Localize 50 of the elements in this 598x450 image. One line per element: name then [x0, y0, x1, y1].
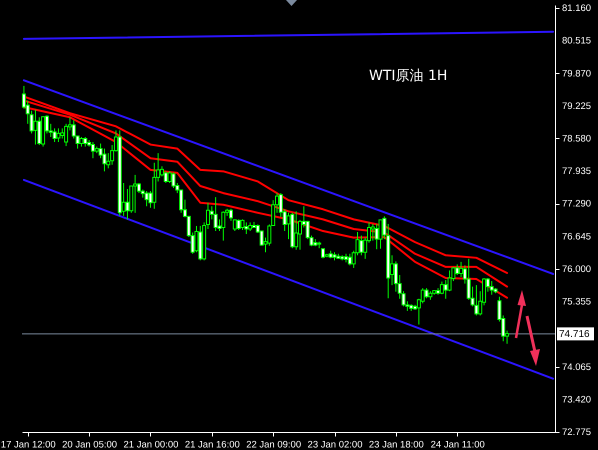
candlestick — [90, 142, 95, 159]
candlestick — [133, 174, 138, 214]
candlestick — [424, 288, 429, 299]
y-tick-label: 73.420 — [562, 394, 592, 406]
y-tick-label: 76.645 — [562, 231, 592, 242]
x-tick-label: 22 Jan 09:00 — [246, 440, 302, 450]
candlestick — [444, 280, 448, 300]
x-tick-label: 20 Jan 05:00 — [62, 440, 118, 450]
candlestick — [240, 218, 244, 231]
candlestick — [236, 218, 241, 231]
candlestick — [171, 172, 176, 189]
x-tick-label: 24 Jan 11:00 — [430, 440, 485, 450]
x-tick-label: 17 Jan 12:00 — [0, 440, 56, 450]
y-tick-label: 77.935 — [562, 166, 592, 178]
candlestick — [214, 196, 218, 232]
x-tick-label: 21 Jan 00:00 — [123, 440, 178, 450]
y-tick-label: 76.000 — [562, 264, 592, 275]
y-tick-label: 78.580 — [562, 133, 592, 144]
candlestick — [221, 210, 226, 242]
candlestick — [455, 264, 460, 276]
candlestick — [440, 281, 444, 295]
candlestick — [144, 190, 149, 207]
y-tick-label: 74.065 — [562, 362, 592, 373]
candlestick — [83, 136, 88, 148]
candlestick — [321, 248, 326, 259]
y-tick-label: 81.160 — [562, 3, 592, 14]
y-tick-label: 79.225 — [562, 100, 592, 112]
candlestick — [79, 136, 84, 148]
candlestick — [125, 188, 130, 220]
candlestick — [294, 210, 298, 250]
text: WTI原油 1H — [369, 68, 448, 84]
x-tick-label: 23 Jan 02:00 — [308, 440, 362, 450]
candlestick — [33, 109, 38, 146]
ref-line-label: 74.716 — [559, 328, 590, 340]
candlestick — [52, 128, 57, 143]
y-tick-label: 79.870 — [562, 68, 592, 80]
y-tick-label: 77.290 — [562, 198, 592, 210]
y-tick-label: 75.355 — [562, 296, 592, 308]
candlestick — [56, 128, 60, 143]
y-tick-label: 72.775 — [562, 427, 592, 438]
y-tick-label: 80.515 — [562, 36, 592, 47]
candlestick — [374, 223, 379, 250]
candlestick — [359, 235, 364, 256]
candlestick — [348, 253, 352, 266]
candlestick — [60, 128, 64, 139]
x-tick-label: 21 Jan 16:00 — [184, 440, 240, 450]
candlestick — [490, 280, 494, 296]
candlestick — [244, 222, 248, 235]
x-tick-label: 23 Jan 18:00 — [368, 440, 424, 450]
candlestick — [378, 218, 383, 250]
